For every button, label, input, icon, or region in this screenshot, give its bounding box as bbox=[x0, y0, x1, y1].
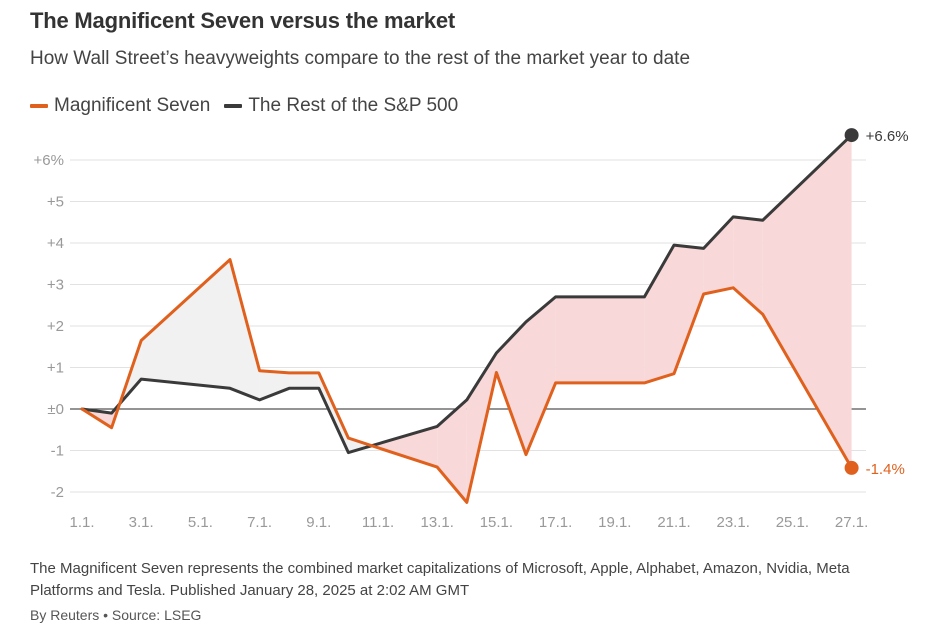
difference-area bbox=[496, 321, 526, 455]
difference-area bbox=[674, 245, 704, 374]
difference-area bbox=[348, 438, 372, 453]
x-tick-label: 19.1. bbox=[598, 514, 631, 531]
y-tick-label: +5 bbox=[47, 194, 64, 211]
x-tick-label: 3.1. bbox=[129, 514, 154, 531]
y-tick-label: -1 bbox=[51, 443, 64, 460]
x-tick-label: 21.1. bbox=[657, 514, 690, 531]
legend-swatch-magnificent-seven bbox=[30, 104, 48, 108]
difference-area bbox=[526, 296, 556, 455]
y-tick-label: +1 bbox=[47, 360, 64, 377]
chart-title: The Magnificent Seven versus the market bbox=[30, 8, 456, 33]
credit-line: By Reuters • Source: LSEG bbox=[30, 607, 202, 623]
y-tick-label: +6% bbox=[34, 152, 64, 169]
end-label-rest-of-sp500: +6.6% bbox=[866, 128, 909, 145]
chart-subtitle: How Wall Street’s heavyweights compare t… bbox=[30, 48, 691, 69]
legend-label-magnificent-seven: Magnificent Seven bbox=[54, 95, 211, 116]
x-tick-label: 23.1. bbox=[717, 514, 750, 531]
footnote: The Magnificent Seven represents the com… bbox=[30, 560, 850, 599]
y-tick-label: ±0 bbox=[47, 401, 64, 418]
y-tick-label: +3 bbox=[47, 277, 64, 294]
x-tick-label: 15.1. bbox=[480, 514, 513, 531]
difference-area bbox=[762, 135, 852, 468]
line-chart: +6% +5 +4 +3 +2 +1 ±0 -1 -2 1.1. 3.1. 5.1. 7.1. 9.1. 1… bbox=[34, 128, 909, 531]
x-tick-label: 11.1. bbox=[362, 514, 394, 531]
y-tick-label: +4 bbox=[47, 235, 64, 252]
x-tick-label: 27.1. bbox=[835, 514, 868, 531]
legend-swatch-rest-of-sp500 bbox=[224, 104, 243, 108]
x-tick-label: 5.1. bbox=[188, 514, 213, 531]
difference-area bbox=[703, 216, 734, 294]
difference-area bbox=[371, 426, 438, 468]
x-tick-label: 13.1. bbox=[421, 514, 454, 531]
difference-area bbox=[230, 259, 260, 400]
legend: Magnificent Seven The Rest of the S&P 50… bbox=[30, 95, 472, 117]
y-tick-label: +2 bbox=[47, 318, 64, 335]
difference-area bbox=[555, 296, 645, 383]
difference-area bbox=[141, 259, 230, 389]
difference-area bbox=[437, 399, 467, 503]
difference-area bbox=[289, 372, 319, 389]
difference-area bbox=[644, 245, 674, 383]
end-point-rest-of-sp500 bbox=[844, 128, 859, 143]
series-line-rest-of-sp500 bbox=[80, 133, 854, 455]
end-point-magnificent-seven bbox=[844, 460, 859, 475]
x-tick-label: 17.1. bbox=[539, 514, 572, 531]
end-label-magnificent-seven: -1.4% bbox=[866, 461, 905, 478]
x-tick-label: 9.1. bbox=[306, 514, 331, 531]
legend-item-rest-of-sp500: The Rest of the S&P 500 bbox=[224, 95, 458, 117]
x-tick-label: 7.1. bbox=[247, 514, 272, 531]
y-tick-label: -2 bbox=[51, 484, 64, 501]
legend-label-rest-of-sp500: The Rest of the S&P 500 bbox=[248, 95, 459, 116]
x-tick-label: 1.1. bbox=[69, 514, 94, 531]
difference-area bbox=[259, 370, 290, 400]
difference-area bbox=[733, 216, 763, 315]
x-tick-label: 25.1. bbox=[776, 514, 809, 531]
series-line-magnificent-seven bbox=[80, 258, 854, 504]
legend-item-magnificent-seven: Magnificent Seven bbox=[30, 95, 210, 117]
